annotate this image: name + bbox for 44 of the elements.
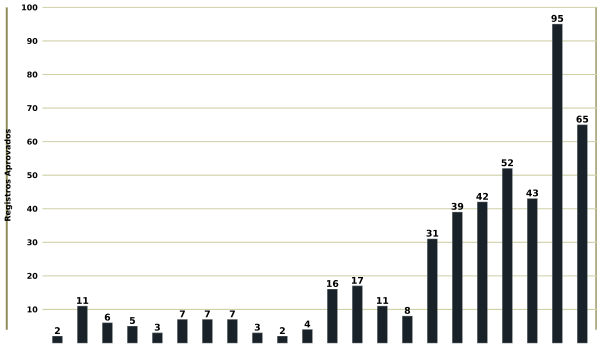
data-label: 5: [130, 317, 135, 324]
bar: [227, 319, 238, 344]
bar: [577, 124, 588, 344]
bar: [377, 306, 388, 344]
data-label: 3: [154, 324, 160, 331]
data-label: 11: [376, 297, 388, 304]
data-label: 42: [476, 193, 488, 200]
data-label: 7: [204, 310, 210, 318]
bar: [477, 202, 488, 344]
data-label: 39: [452, 203, 464, 210]
data-label: 31: [426, 230, 438, 237]
data-label: 7: [230, 310, 235, 318]
data-label: 4: [304, 320, 310, 328]
bar: [252, 332, 263, 344]
bar: [277, 336, 288, 344]
data-label: 11: [77, 297, 88, 304]
data-label: 2: [54, 327, 60, 334]
data-label: 6: [104, 314, 110, 321]
bar: [327, 289, 338, 344]
data-label: 3: [254, 324, 260, 331]
data-label: 7: [180, 310, 185, 318]
bar: [502, 168, 513, 344]
bar: [152, 332, 163, 344]
bar: [427, 238, 438, 344]
data-label: 16: [326, 280, 338, 288]
data-label: 95: [551, 15, 564, 22]
data-label: 2: [280, 327, 285, 334]
data-label: 17: [352, 277, 364, 284]
bar: [527, 198, 538, 344]
data-label: 8: [404, 307, 410, 314]
bar: [52, 336, 63, 344]
bar: [202, 319, 213, 344]
bar: [552, 24, 563, 344]
bar: [452, 212, 463, 344]
data-label: 52: [502, 159, 514, 166]
bar: [402, 316, 413, 344]
bar: [177, 319, 188, 344]
bar: [127, 326, 138, 344]
bar: [77, 306, 88, 344]
bar: [102, 322, 113, 344]
bar: [302, 329, 313, 344]
data-label: 43: [526, 190, 538, 197]
data-label: 65: [576, 116, 588, 123]
bar: [352, 286, 363, 344]
